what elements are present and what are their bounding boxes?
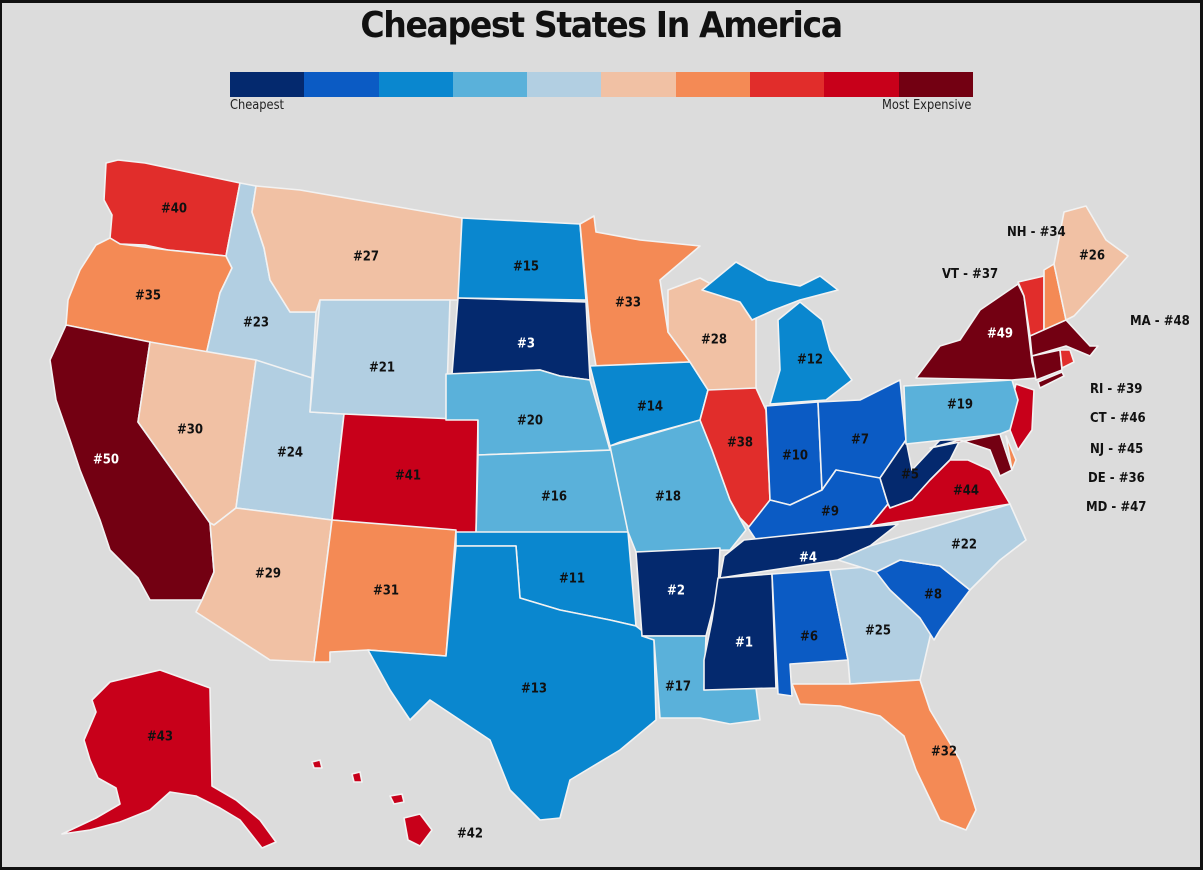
label-ky: #9	[821, 504, 839, 520]
page-title: Cheapest States In America	[360, 5, 843, 46]
state-mi[interactable]	[769, 301, 853, 405]
label-in: #10	[781, 448, 809, 464]
label-mi: #12	[796, 352, 824, 368]
label-tn: #4	[799, 550, 817, 566]
state-nc[interactable]	[837, 503, 1027, 591]
legend-swatch-9	[824, 72, 899, 97]
label-ak: #43	[146, 729, 174, 745]
side-label-nj: NJ - #45	[1090, 442, 1144, 457]
state-ny[interactable]	[915, 283, 1037, 381]
state-ar[interactable]	[635, 547, 721, 637]
label-hi: #42	[456, 826, 484, 842]
label-tx: #13	[520, 681, 548, 697]
us-map	[49, 159, 1129, 849]
label-mt: #27	[352, 249, 380, 265]
side-label-ri: RI - #39	[1090, 382, 1143, 397]
state-hi-maui[interactable]	[389, 793, 405, 805]
label-wi: #28	[700, 332, 728, 348]
side-label-ma: MA - #48	[1130, 314, 1190, 329]
label-nd: #15	[512, 259, 540, 275]
label-ny: #49	[986, 326, 1014, 342]
legend-swatch-5	[527, 72, 602, 97]
label-va: #44	[952, 483, 980, 499]
label-me: #26	[1078, 248, 1106, 264]
state-de[interactable]	[1005, 435, 1017, 471]
state-hi-oahu[interactable]	[351, 771, 363, 783]
label-pa: #19	[946, 397, 974, 413]
state-hi[interactable]	[403, 813, 433, 847]
state-tx[interactable]	[367, 545, 657, 821]
state-va[interactable]	[869, 459, 1011, 527]
state-nm[interactable]	[313, 519, 457, 663]
legend-swatch-3	[378, 72, 453, 97]
label-la: #17	[664, 679, 692, 695]
legend-swatch-1	[230, 72, 305, 97]
side-label-md: MD - #47	[1086, 500, 1147, 515]
legend-swatch-8	[750, 72, 825, 97]
label-fl: #32	[930, 744, 958, 760]
label-ut: #24	[276, 445, 304, 461]
state-ny-li[interactable]	[1037, 371, 1065, 389]
legend-high-label: Most Expensive	[882, 98, 972, 113]
label-wa: #40	[160, 201, 188, 217]
state-ri[interactable]	[1059, 349, 1075, 369]
label-ks: #16	[540, 489, 568, 505]
label-oh: #7	[851, 432, 869, 448]
state-me[interactable]	[1053, 205, 1129, 321]
state-mi-upper[interactable]	[701, 261, 839, 321]
label-wv: #5	[901, 467, 919, 483]
label-ga: #25	[864, 623, 892, 639]
label-nv: #30	[176, 422, 204, 438]
label-mn: #33	[614, 295, 642, 311]
label-nc: #22	[950, 537, 978, 553]
label-or: #35	[134, 288, 162, 304]
label-ia: #14	[636, 399, 664, 415]
legend-low-label: Cheapest	[230, 98, 285, 113]
label-nm: #31	[372, 583, 400, 599]
label-ne: #20	[516, 413, 544, 429]
label-mo: #18	[654, 489, 682, 505]
legend-swatch-10	[898, 72, 973, 97]
legend-swatch-4	[452, 72, 528, 97]
label-co: #41	[394, 468, 422, 484]
state-nd[interactable]	[457, 217, 587, 301]
legend-swatch-2	[304, 72, 379, 97]
state-hi-kauai[interactable]	[311, 759, 323, 769]
side-label-de: DE - #36	[1088, 471, 1145, 486]
label-ms: #1	[735, 635, 753, 651]
label-id: #23	[242, 315, 270, 331]
state-ak[interactable]	[61, 669, 277, 849]
map-canvas: Cheapest States In America Cheapest Most…	[2, 3, 1200, 867]
state-mn[interactable]	[579, 215, 701, 367]
color-scale-legend	[230, 72, 973, 97]
state-ct[interactable]	[1031, 349, 1063, 381]
label-il: #38	[726, 435, 754, 451]
state-az[interactable]	[195, 507, 333, 663]
legend-swatch-7	[675, 72, 751, 97]
label-wy: #21	[368, 360, 396, 376]
state-fl[interactable]	[791, 679, 977, 831]
side-label-nh: NH - #34	[1007, 225, 1066, 240]
label-sc: #8	[924, 587, 942, 603]
label-al: #6	[800, 629, 818, 645]
label-ok: #11	[558, 571, 586, 587]
label-ca: #50	[92, 452, 120, 468]
state-mt[interactable]	[251, 185, 463, 313]
side-label-vt: VT - #37	[942, 267, 999, 282]
label-az: #29	[254, 566, 282, 582]
legend-swatch-6	[601, 72, 676, 97]
label-sd: #3	[517, 336, 535, 352]
label-ar: #2	[667, 583, 685, 599]
side-label-ct: CT - #46	[1090, 411, 1146, 426]
state-il[interactable]	[699, 387, 771, 531]
